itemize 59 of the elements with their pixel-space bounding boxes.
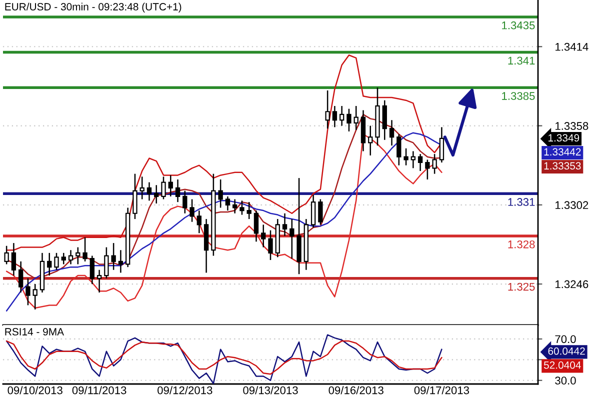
candlestick <box>439 126 444 164</box>
candlestick <box>204 218 209 274</box>
candlestick <box>261 224 266 248</box>
candlestick <box>175 178 180 203</box>
candlestick <box>339 105 344 126</box>
x-tick-label: 09/11/2013 <box>72 386 126 394</box>
candlestick <box>389 119 394 146</box>
candlestick <box>275 218 280 258</box>
candlestick <box>296 177 302 275</box>
x-tick-label: 09/16/2013 <box>328 386 384 394</box>
candlestick <box>410 150 416 169</box>
candlestick <box>196 210 202 234</box>
y-tick-label: 1.3358 <box>556 122 588 130</box>
y-tick-label: 1.3302 <box>556 201 588 210</box>
ref-line-label: 1.3385 <box>502 92 535 100</box>
candlestick <box>368 125 373 156</box>
candlestick <box>11 242 16 276</box>
candlestick <box>304 218 309 271</box>
candlestick <box>290 218 294 260</box>
ref-line-label: 1.331 <box>508 198 535 206</box>
candlestick <box>418 153 423 172</box>
x-tick-label: 09/17/2013 <box>414 386 470 394</box>
candlestick <box>154 184 159 204</box>
candlestick <box>96 269 102 294</box>
candlestick <box>310 194 316 228</box>
ref-line-label: 1.328 <box>508 240 535 248</box>
ref-line-label: 1.325 <box>508 282 535 291</box>
candlestick <box>68 249 74 265</box>
ref-line-label: 1.3435 <box>502 21 535 30</box>
candlestick <box>61 252 66 265</box>
y-tick-label: 1.3246 <box>556 280 588 288</box>
candlestick <box>146 182 152 202</box>
ref-line-label: 1.341 <box>508 56 535 65</box>
candlestick <box>40 252 45 294</box>
candlestick <box>282 212 288 237</box>
chart-title: RSI14 - 9MA <box>5 328 64 336</box>
candlestick <box>382 100 387 141</box>
candlestick <box>360 110 366 152</box>
line-series <box>6 340 442 375</box>
text: 1.3349 <box>548 134 580 142</box>
candlestick <box>332 105 338 128</box>
y-tick-label: 70.0 <box>555 335 576 344</box>
text: 52.0404 <box>544 361 581 369</box>
candlestick <box>18 260 24 294</box>
text: 1.33353 <box>544 162 581 170</box>
candlestick <box>168 174 173 198</box>
y-tick-label: 1.3414 <box>556 42 588 51</box>
candlestick <box>232 198 238 214</box>
y-tick-label: 30.0 <box>555 376 576 385</box>
candlestick <box>47 252 52 276</box>
candlestick <box>254 210 259 242</box>
text: 1.33442 <box>544 148 581 156</box>
line-series <box>6 334 442 384</box>
x-tick-label: 09/13/2013 <box>243 386 298 394</box>
chart-title: EUR/USD - 30min - 09:23:48 (UTC+1) <box>5 2 182 12</box>
candlestick <box>118 249 124 274</box>
x-tick-label: 09/10/2013 <box>8 386 62 394</box>
text: 60.0442 <box>548 347 585 355</box>
x-tick-label: 09/12/2013 <box>158 386 212 394</box>
